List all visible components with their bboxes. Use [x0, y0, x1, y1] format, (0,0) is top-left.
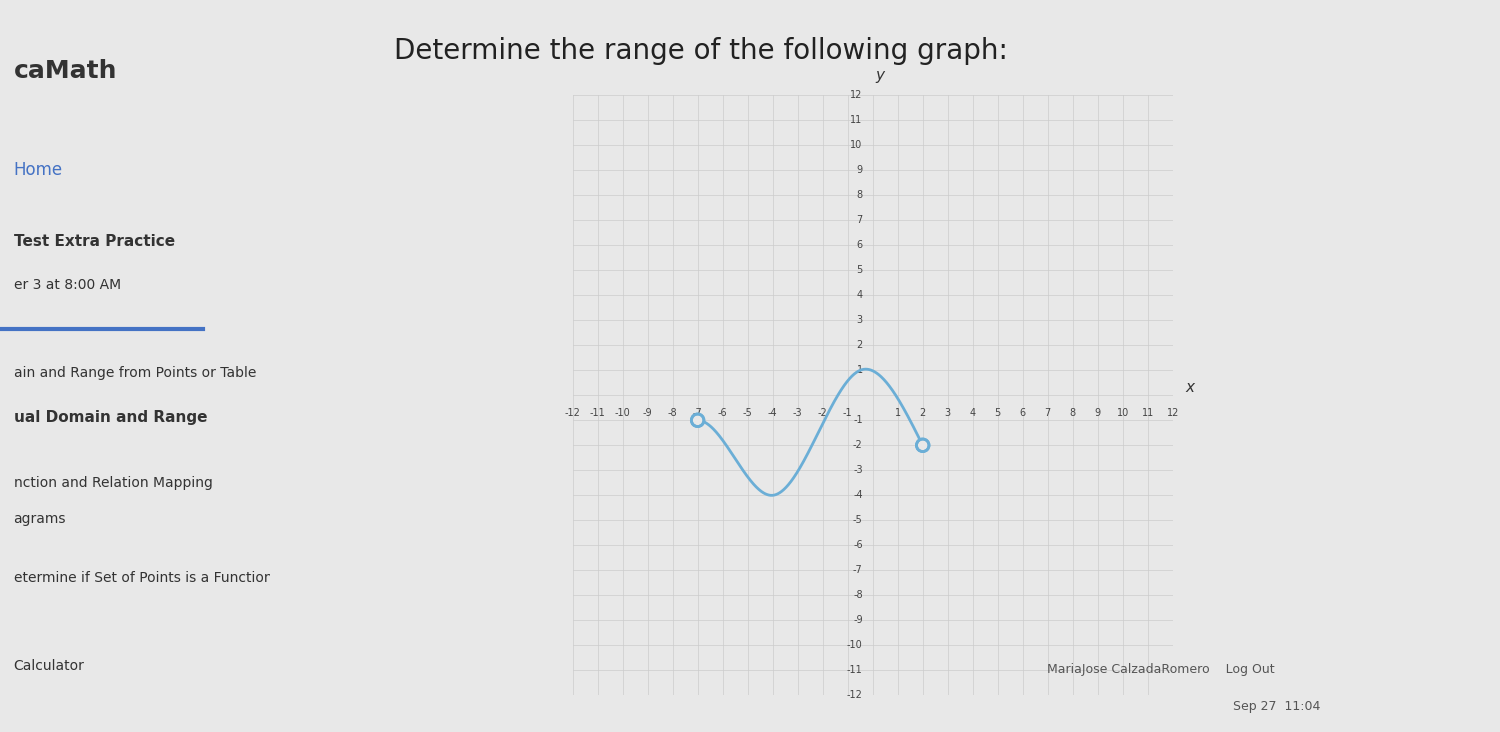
Text: -4: -4	[853, 490, 862, 500]
Text: y: y	[876, 67, 885, 83]
Text: -1: -1	[843, 408, 852, 418]
Text: caMath: caMath	[13, 59, 117, 83]
Text: Calculator: Calculator	[13, 659, 84, 673]
Text: 4: 4	[969, 408, 976, 418]
Text: 12: 12	[850, 90, 862, 100]
Text: -5: -5	[742, 408, 753, 418]
Text: -6: -6	[853, 540, 862, 550]
Text: 9: 9	[1095, 408, 1101, 418]
Text: -2: -2	[818, 408, 828, 418]
Text: -6: -6	[718, 408, 728, 418]
Text: 8: 8	[856, 190, 862, 200]
Text: 10: 10	[1116, 408, 1130, 418]
Text: -12: -12	[847, 690, 862, 701]
Text: 11: 11	[1142, 408, 1154, 418]
Text: agrams: agrams	[13, 512, 66, 526]
Text: 2: 2	[856, 340, 862, 350]
Text: 10: 10	[850, 141, 862, 150]
Text: -1: -1	[853, 415, 862, 425]
Text: -8: -8	[668, 408, 678, 418]
Text: 11: 11	[850, 115, 862, 125]
Text: nction and Relation Mapping: nction and Relation Mapping	[13, 476, 213, 490]
Text: -11: -11	[590, 408, 606, 418]
Text: -2: -2	[853, 441, 862, 450]
Text: -10: -10	[615, 408, 630, 418]
Text: -3: -3	[853, 466, 862, 475]
Text: 8: 8	[1070, 408, 1076, 418]
Text: 4: 4	[856, 291, 862, 300]
Circle shape	[916, 440, 928, 451]
Text: 12: 12	[1167, 408, 1179, 418]
Text: -11: -11	[847, 665, 862, 676]
Text: Test Extra Practice: Test Extra Practice	[13, 234, 174, 249]
Text: ual Domain and Range: ual Domain and Range	[13, 410, 207, 425]
Text: 5: 5	[994, 408, 1000, 418]
Text: 1: 1	[894, 408, 902, 418]
Text: etermine if Set of Points is a Function: etermine if Set of Points is a Function	[13, 571, 272, 585]
Text: -4: -4	[768, 408, 777, 418]
Text: -9: -9	[853, 616, 862, 625]
Text: -9: -9	[644, 408, 652, 418]
Text: 5: 5	[856, 265, 862, 275]
Text: Determine the range of the following graph:: Determine the range of the following gra…	[393, 37, 1008, 64]
Text: 3: 3	[856, 315, 862, 325]
Text: -12: -12	[564, 408, 580, 418]
Text: -5: -5	[853, 515, 862, 526]
Text: Home: Home	[13, 161, 63, 179]
Text: -3: -3	[794, 408, 802, 418]
Text: -7: -7	[693, 408, 702, 418]
Text: Sep 27  11:04: Sep 27 11:04	[1233, 700, 1320, 713]
Text: x: x	[1185, 381, 1194, 395]
Text: ain and Range from Points or Table: ain and Range from Points or Table	[13, 366, 256, 380]
Text: 2: 2	[920, 408, 926, 418]
Text: MariaJose CalzadaRomero    Log Out: MariaJose CalzadaRomero Log Out	[1047, 663, 1275, 676]
Text: 9: 9	[856, 165, 862, 175]
Text: 3: 3	[945, 408, 951, 418]
Text: er 3 at 8:00 AM: er 3 at 8:00 AM	[13, 278, 120, 292]
Text: -10: -10	[847, 640, 862, 650]
Text: 7: 7	[856, 215, 862, 225]
Circle shape	[692, 415, 703, 426]
Text: 6: 6	[856, 240, 862, 250]
Text: 1: 1	[856, 365, 862, 376]
Text: 7: 7	[1044, 408, 1052, 418]
Text: -8: -8	[853, 591, 862, 600]
Text: -7: -7	[853, 565, 862, 575]
Text: 6: 6	[1020, 408, 1026, 418]
